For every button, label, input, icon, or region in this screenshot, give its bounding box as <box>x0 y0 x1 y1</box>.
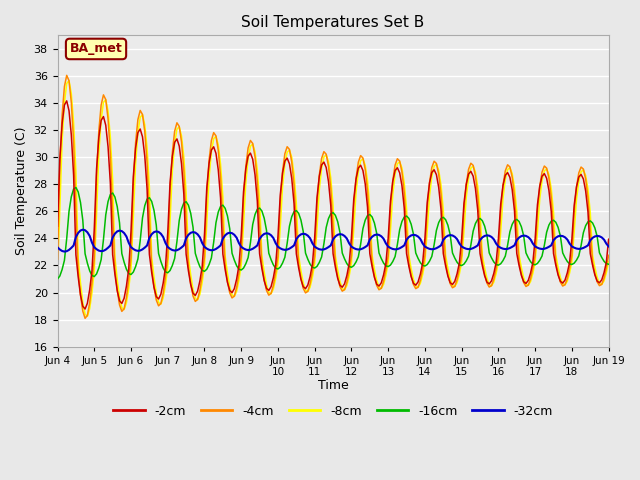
Legend: -2cm, -4cm, -8cm, -16cm, -32cm: -2cm, -4cm, -8cm, -16cm, -32cm <box>108 400 558 423</box>
Title: Soil Temperatures Set B: Soil Temperatures Set B <box>241 15 425 30</box>
X-axis label: Time: Time <box>317 379 348 392</box>
Y-axis label: Soil Temperature (C): Soil Temperature (C) <box>15 127 28 255</box>
Text: BA_met: BA_met <box>70 42 122 56</box>
